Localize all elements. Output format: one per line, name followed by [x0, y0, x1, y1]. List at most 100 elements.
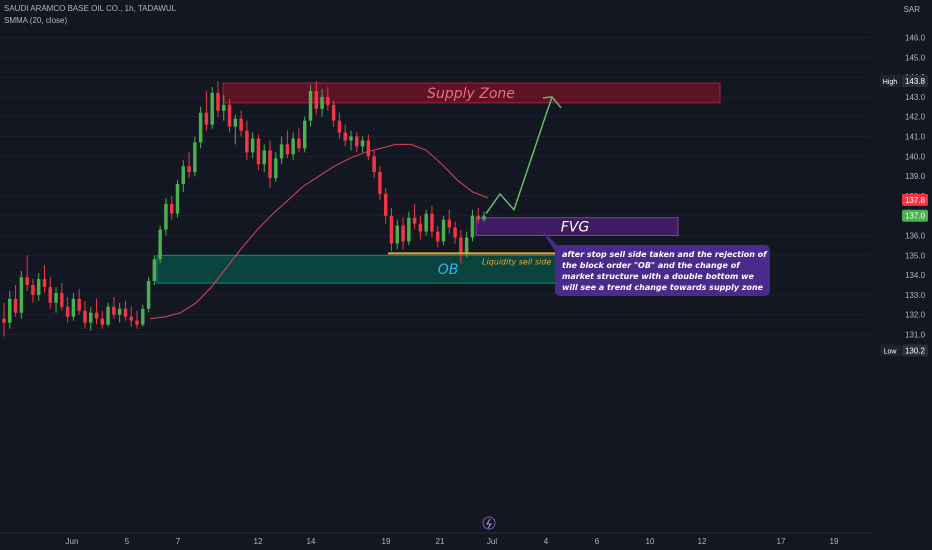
- x-tick-label: Jun: [66, 537, 79, 546]
- candle-body: [383, 193, 388, 216]
- candle-body: [193, 142, 197, 173]
- candle-body: [152, 259, 157, 282]
- annotation-text: market structure with a double bottom we: [562, 272, 754, 281]
- candle-body: [117, 308, 122, 315]
- time-axis[interactable]: Jun 5 7 12 14 19 21 Jul 4 6 10 12 17 19: [0, 516, 872, 546]
- candle-body: [360, 140, 365, 147]
- x-tick-label: 6: [595, 537, 600, 546]
- indicator-legend[interactable]: SMMA (20, close): [4, 16, 68, 25]
- annotations: Liquidity sell side after stop sell side …: [388, 96, 770, 296]
- candle-body: [141, 308, 145, 325]
- candle-body: [123, 308, 128, 317]
- liquidity-label: Liquidity sell side: [482, 257, 551, 266]
- candle-body: [337, 120, 342, 133]
- candle-body: [198, 112, 203, 143]
- y-tick-label: 145.0: [905, 53, 926, 62]
- candle-body: [331, 104, 336, 121]
- candle-body: [89, 312, 93, 323]
- candle-body: [412, 217, 417, 224]
- candle-body: [407, 217, 411, 242]
- candle-body: [366, 140, 371, 157]
- candle-body: [31, 285, 35, 295]
- candle-body: [25, 277, 29, 285]
- candle-body: [302, 120, 307, 149]
- low-value: 130.2: [905, 346, 926, 355]
- candle-body: [42, 279, 47, 287]
- y-tick-label: 134.0: [905, 271, 926, 280]
- candle-body: [2, 318, 6, 323]
- candles: [2, 81, 486, 337]
- x-tick-label: 4: [544, 537, 549, 546]
- y-tick-label: 146.0: [905, 34, 926, 43]
- price-axis[interactable]: 131.0132.0133.0134.0135.0136.0137.0138.0…: [880, 34, 928, 357]
- projection-path: [485, 96, 553, 215]
- currency-label: SAR: [903, 5, 920, 14]
- candle-body: [129, 316, 133, 321]
- arrow-head: [542, 96, 562, 109]
- candle-body: [262, 150, 266, 165]
- candle-body: [60, 292, 64, 307]
- high-value: 143.8: [905, 77, 926, 86]
- x-tick-label: 7: [176, 537, 181, 546]
- x-tick-label: 5: [125, 537, 130, 546]
- candle-body: [13, 298, 18, 313]
- last-price-value: 137.8: [905, 196, 926, 205]
- high-badge: [902, 75, 928, 88]
- smma-layer: [149, 143, 489, 320]
- candle-body: [65, 306, 70, 317]
- x-tick-label: Jul: [487, 537, 497, 546]
- low-badge: [902, 344, 928, 357]
- candle-body: [77, 298, 81, 311]
- x-tick-label: 10: [646, 537, 655, 546]
- candle-body: [291, 138, 295, 155]
- candle-body: [268, 150, 272, 179]
- candle-body: [308, 90, 313, 121]
- candle-body: [320, 96, 324, 109]
- candle-body: [250, 138, 255, 153]
- x-tick-label: 14: [307, 537, 316, 546]
- current-price-badge: [902, 209, 928, 222]
- candle-body: [181, 166, 186, 185]
- candle-body: [204, 112, 209, 125]
- candle-body: [158, 229, 162, 260]
- y-tick-label: 132.0: [905, 311, 926, 320]
- candle-body: [256, 138, 261, 165]
- candle-body: [401, 225, 405, 242]
- zone-1: [475, 217, 679, 236]
- current-price-value: 137.0: [905, 212, 926, 221]
- candle-body: [94, 312, 99, 319]
- candle-body: [464, 237, 469, 254]
- y-tick-label: 136.0: [905, 232, 926, 241]
- candle-body: [476, 215, 480, 220]
- candle-body: [453, 227, 457, 238]
- candle-body: [100, 318, 105, 325]
- annotation-box: [555, 245, 770, 296]
- candle-body: [326, 96, 330, 105]
- last-price-badge: [902, 193, 928, 206]
- candle-body: [424, 213, 428, 232]
- y-tick-label: 143.0: [905, 93, 926, 102]
- x-tick-label: 19: [382, 537, 391, 546]
- candle-body: [274, 158, 278, 179]
- x-tick-label: 17: [777, 537, 786, 546]
- candle-body: [135, 320, 139, 325]
- candle-body: [233, 118, 238, 127]
- candle-body: [222, 104, 226, 111]
- candle-body: [349, 136, 353, 141]
- lightning-bolt: [486, 518, 492, 529]
- candle-body: [279, 144, 284, 159]
- candle-body: [169, 203, 174, 214]
- candle-body: [216, 92, 220, 111]
- candle-body: [19, 277, 24, 313]
- candle-body: [441, 219, 446, 242]
- candle-body: [430, 213, 434, 232]
- candle-body: [239, 118, 243, 131]
- candle-body: [112, 306, 116, 315]
- annotation-text: will see a trend change towards supply z…: [562, 283, 764, 292]
- x-tick-label: 12: [698, 537, 707, 546]
- candle-body: [210, 92, 214, 125]
- y-tick-label: 142.0: [905, 113, 926, 122]
- candle-body: [355, 136, 359, 147]
